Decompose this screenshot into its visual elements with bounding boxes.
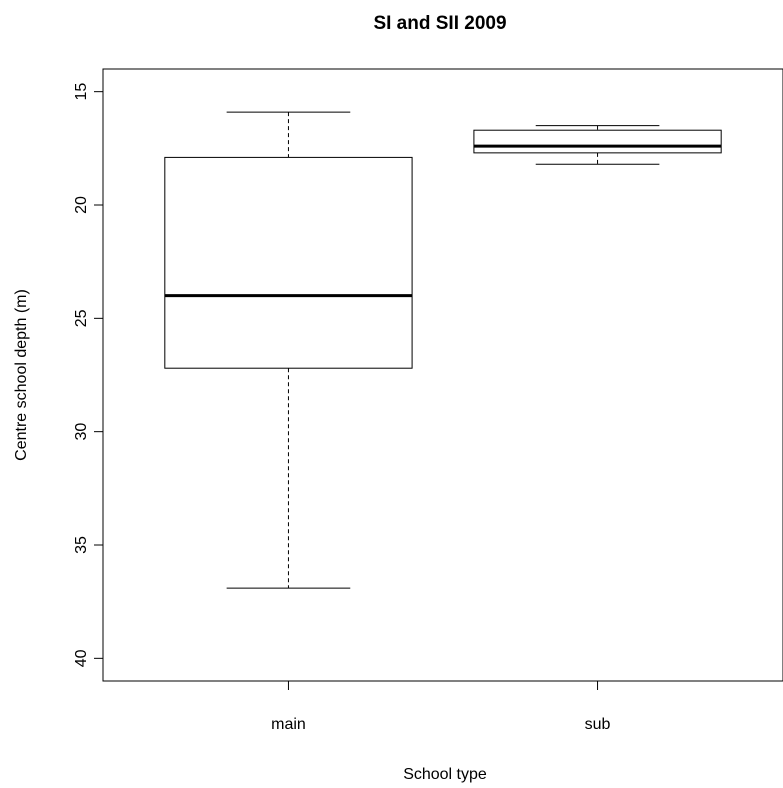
y-axis: 15 20 25 30 35 40 — [73, 83, 103, 667]
y-tick-label: 30 — [73, 423, 90, 441]
y-tick-label: 20 — [73, 196, 90, 214]
x-axis: main sub — [271, 681, 611, 733]
box-iqr — [473, 129, 722, 154]
y-tick-label: 15 — [73, 83, 90, 101]
box-group — [164, 111, 413, 589]
box-group — [473, 125, 722, 165]
y-axis-label: Centre school depth (m) — [13, 289, 30, 461]
x-tick-label: sub — [585, 716, 611, 733]
y-tick-label: 40 — [73, 649, 90, 667]
chart-title: SI and SII 2009 — [373, 13, 506, 34]
plot-frame — [102, 68, 783, 682]
x-axis-label: School type — [403, 766, 487, 783]
box-iqr — [164, 156, 413, 369]
y-tick-label: 25 — [73, 309, 90, 327]
y-tick-label: 35 — [73, 536, 90, 554]
x-tick-label: main — [271, 716, 306, 733]
boxes — [164, 111, 722, 589]
